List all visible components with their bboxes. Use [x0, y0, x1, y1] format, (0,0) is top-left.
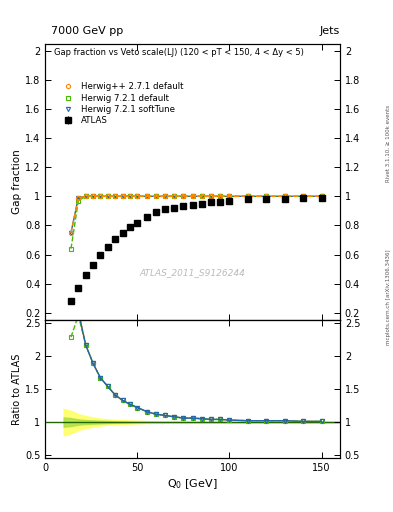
- Text: Rivet 3.1.10, ≥ 100k events: Rivet 3.1.10, ≥ 100k events: [386, 105, 391, 182]
- Herwig++ 2.7.1 default: [135, 193, 140, 199]
- Herwig 7.2.1 default: [246, 193, 250, 199]
- Herwig++ 2.7.1 default: [113, 193, 118, 199]
- Herwig 7.2.1 softTune: [246, 193, 250, 199]
- Herwig 7.2.1 default: [91, 193, 95, 199]
- Herwig 7.2.1 default: [153, 193, 158, 199]
- Y-axis label: Gap fraction: Gap fraction: [12, 150, 22, 214]
- Herwig++ 2.7.1 default: [98, 193, 103, 199]
- Herwig 7.2.1 default: [98, 193, 103, 199]
- Herwig 7.2.1 default: [83, 193, 88, 199]
- Herwig++ 2.7.1 default: [163, 193, 167, 199]
- Herwig++ 2.7.1 default: [181, 193, 186, 199]
- Herwig++ 2.7.1 default: [190, 193, 195, 199]
- Herwig++ 2.7.1 default: [144, 193, 149, 199]
- Herwig++ 2.7.1 default: [105, 193, 110, 199]
- Line: Herwig++ 2.7.1 default: Herwig++ 2.7.1 default: [69, 194, 323, 235]
- Herwig 7.2.1 default: [190, 193, 195, 199]
- Herwig++ 2.7.1 default: [246, 193, 250, 199]
- Herwig++ 2.7.1 default: [218, 193, 222, 199]
- Herwig++ 2.7.1 default: [282, 193, 287, 199]
- Herwig 7.2.1 default: [264, 193, 269, 199]
- Herwig 7.2.1 softTune: [76, 195, 81, 201]
- Herwig 7.2.1 softTune: [83, 193, 88, 199]
- Herwig 7.2.1 softTune: [301, 193, 305, 199]
- Herwig 7.2.1 default: [69, 246, 73, 252]
- Herwig 7.2.1 default: [120, 193, 125, 199]
- Herwig 7.2.1 default: [199, 193, 204, 199]
- Herwig 7.2.1 default: [128, 193, 132, 199]
- Herwig 7.2.1 softTune: [264, 193, 269, 199]
- Herwig++ 2.7.1 default: [199, 193, 204, 199]
- Y-axis label: Ratio to ATLAS: Ratio to ATLAS: [12, 353, 22, 425]
- Herwig 7.2.1 softTune: [172, 193, 176, 199]
- Herwig 7.2.1 softTune: [282, 193, 287, 199]
- Herwig 7.2.1 softTune: [113, 193, 118, 199]
- Herwig 7.2.1 default: [227, 193, 232, 199]
- Herwig 7.2.1 default: [319, 193, 324, 199]
- Line: Herwig 7.2.1 softTune: Herwig 7.2.1 softTune: [69, 194, 323, 235]
- Herwig 7.2.1 softTune: [181, 193, 186, 199]
- Herwig++ 2.7.1 default: [172, 193, 176, 199]
- Text: mcplots.cern.ch [arXiv:1306.3436]: mcplots.cern.ch [arXiv:1306.3436]: [386, 249, 391, 345]
- Herwig 7.2.1 softTune: [153, 193, 158, 199]
- Herwig++ 2.7.1 default: [69, 229, 73, 236]
- Herwig 7.2.1 default: [172, 193, 176, 199]
- Herwig++ 2.7.1 default: [128, 193, 132, 199]
- Text: 7000 GeV pp: 7000 GeV pp: [51, 26, 123, 36]
- Text: ATLAS_2011_S9126244: ATLAS_2011_S9126244: [140, 268, 246, 278]
- Herwig++ 2.7.1 default: [227, 193, 232, 199]
- Herwig++ 2.7.1 default: [120, 193, 125, 199]
- Herwig 7.2.1 default: [113, 193, 118, 199]
- Herwig 7.2.1 default: [181, 193, 186, 199]
- Text: Gap fraction vs Veto scale(LJ) (120 < pT < 150, 4 < Δy < 5): Gap fraction vs Veto scale(LJ) (120 < pT…: [54, 48, 304, 57]
- Herwig 7.2.1 softTune: [190, 193, 195, 199]
- Herwig++ 2.7.1 default: [209, 193, 213, 199]
- Herwig++ 2.7.1 default: [91, 193, 95, 199]
- Herwig 7.2.1 softTune: [144, 193, 149, 199]
- Herwig 7.2.1 softTune: [163, 193, 167, 199]
- Herwig++ 2.7.1 default: [153, 193, 158, 199]
- Herwig 7.2.1 softTune: [209, 193, 213, 199]
- Herwig 7.2.1 softTune: [105, 193, 110, 199]
- Herwig 7.2.1 softTune: [69, 229, 73, 236]
- Herwig++ 2.7.1 default: [319, 193, 324, 199]
- Herwig 7.2.1 softTune: [128, 193, 132, 199]
- Herwig 7.2.1 default: [144, 193, 149, 199]
- X-axis label: Q$_0$ [GeV]: Q$_0$ [GeV]: [167, 477, 218, 491]
- Herwig++ 2.7.1 default: [264, 193, 269, 199]
- Herwig 7.2.1 softTune: [218, 193, 222, 199]
- Line: Herwig 7.2.1 default: Herwig 7.2.1 default: [69, 194, 323, 251]
- Herwig 7.2.1 default: [163, 193, 167, 199]
- Herwig 7.2.1 softTune: [199, 193, 204, 199]
- Herwig 7.2.1 default: [209, 193, 213, 199]
- Herwig 7.2.1 default: [135, 193, 140, 199]
- Text: Jets: Jets: [320, 26, 340, 36]
- Herwig 7.2.1 softTune: [120, 193, 125, 199]
- Herwig++ 2.7.1 default: [83, 193, 88, 199]
- Herwig 7.2.1 softTune: [98, 193, 103, 199]
- Herwig 7.2.1 default: [282, 193, 287, 199]
- Herwig 7.2.1 default: [105, 193, 110, 199]
- Herwig 7.2.1 default: [301, 193, 305, 199]
- Herwig++ 2.7.1 default: [301, 193, 305, 199]
- Legend: Herwig++ 2.7.1 default, Herwig 7.2.1 default, Herwig 7.2.1 softTune, ATLAS: Herwig++ 2.7.1 default, Herwig 7.2.1 def…: [58, 82, 183, 125]
- Herwig 7.2.1 default: [76, 198, 81, 204]
- Herwig 7.2.1 softTune: [227, 193, 232, 199]
- Herwig 7.2.1 softTune: [135, 193, 140, 199]
- Herwig 7.2.1 default: [218, 193, 222, 199]
- Herwig++ 2.7.1 default: [76, 195, 81, 201]
- Herwig 7.2.1 softTune: [91, 193, 95, 199]
- Herwig 7.2.1 softTune: [319, 193, 324, 199]
